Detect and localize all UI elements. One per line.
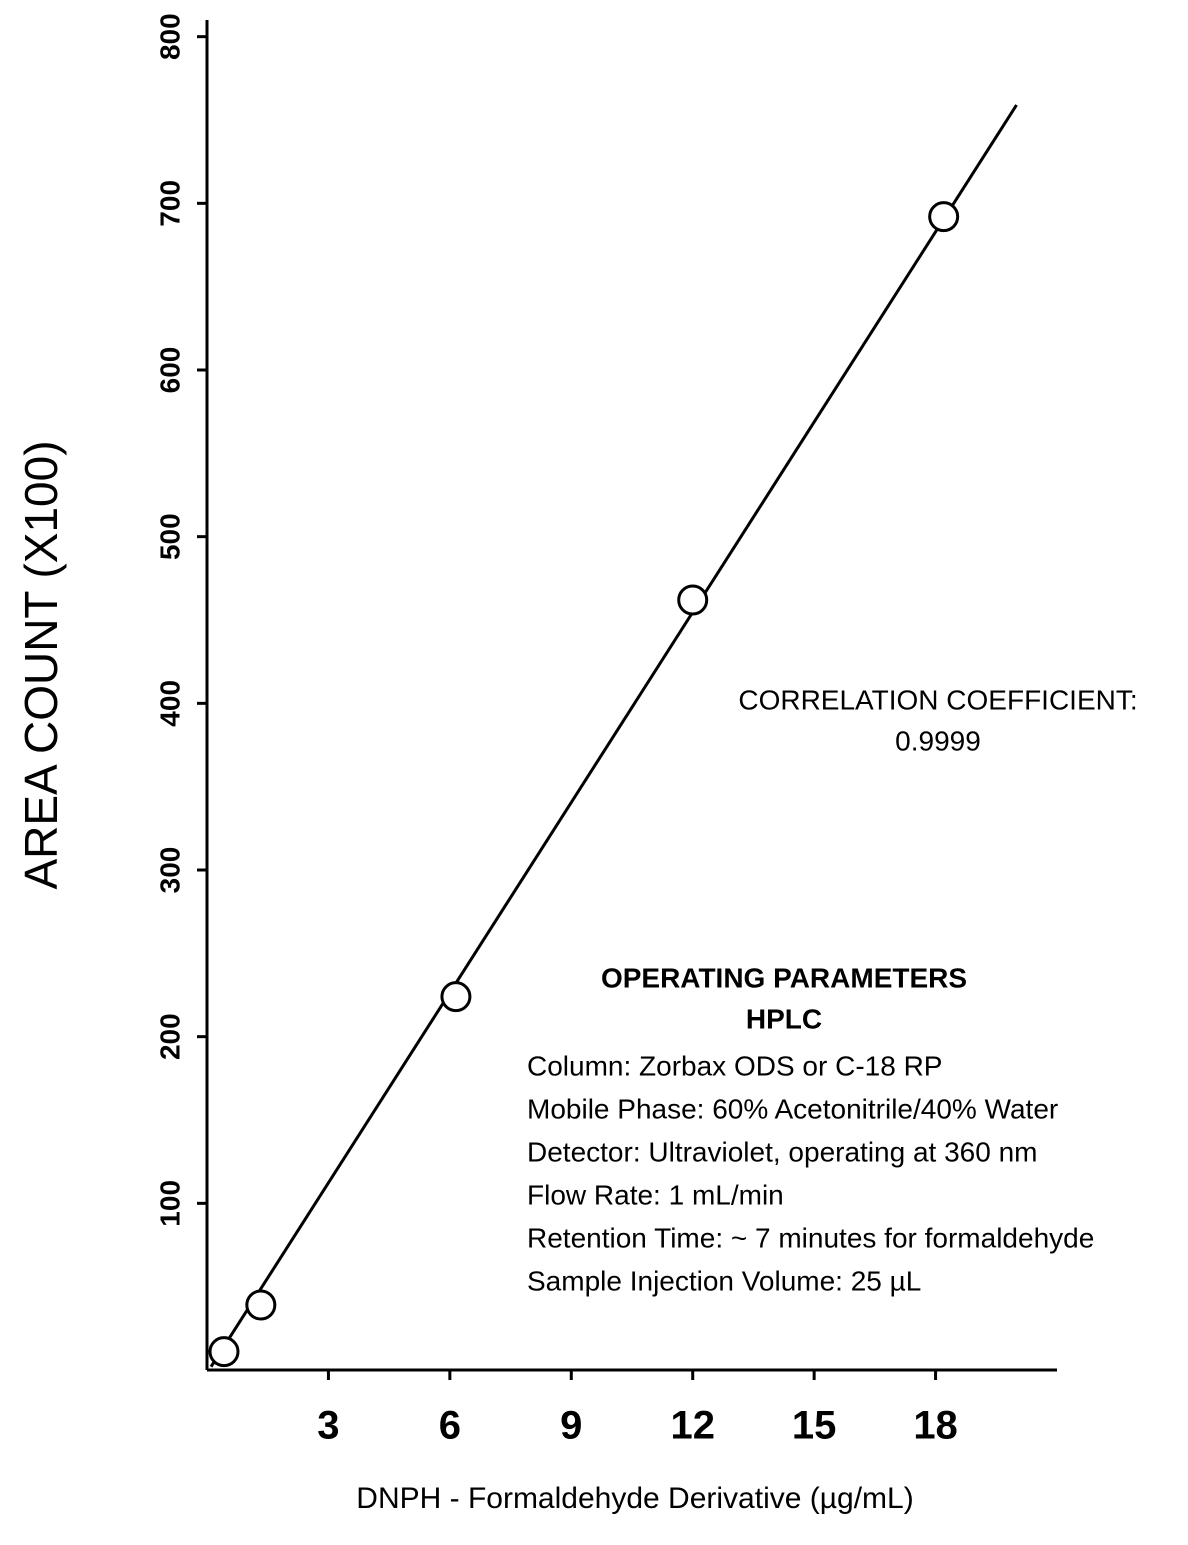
parameter-line: Detector: Ultraviolet, operating at 360 …: [527, 1136, 1037, 1167]
x-tick-label: 12: [670, 1404, 715, 1448]
annotation: CORRELATION COEFFICIENT:: [738, 684, 1137, 715]
parameter-line: Column: Zorbax ODS or C-18 RP: [527, 1050, 942, 1081]
data-point: [928, 201, 960, 233]
x-tick-label: 6: [439, 1404, 461, 1448]
y-tick-label: 800: [154, 13, 185, 60]
data-point: [208, 1336, 240, 1368]
y-tick-label: 500: [154, 513, 185, 560]
data-point: [245, 1289, 277, 1321]
x-tick-label: 15: [792, 1404, 837, 1448]
parameters: Column: Zorbax ODS or C-18 RP Mobile Phas…: [527, 1050, 1094, 1296]
y-tick-label: 300: [154, 847, 185, 894]
parameter-line: Mobile Phase: 60% Acetonitrile/40% Water: [527, 1093, 1058, 1124]
parameter-line: Sample Injection Volume: 25 µL: [527, 1265, 921, 1296]
data-point: [677, 584, 709, 616]
y-tick-label: 400: [154, 680, 185, 727]
parameter-line: Retention Time: ~ 7 minutes for formalde…: [527, 1222, 1094, 1253]
parameter-line: Flow Rate: 1 mL/min: [527, 1179, 784, 1210]
y-tick-label: 100: [154, 1180, 185, 1227]
x-tick-label: 18: [913, 1404, 958, 1448]
fit-line: [209, 104, 1018, 1368]
y-axis-label: AREA COUNT (X100): [15, 440, 67, 889]
y-tick-label: 700: [154, 180, 185, 227]
data-point: [440, 981, 472, 1013]
y-tick-label: 600: [154, 347, 185, 394]
parameters-title: OPERATING PARAMETERS: [601, 962, 967, 993]
x-tick-label: 3: [317, 1404, 339, 1448]
parameters-subtitle: HPLC: [746, 1003, 822, 1034]
annotation: 0.9999: [895, 725, 981, 756]
x-axis-label: DNPH - Formaldehyde Derivative (µg/mL): [356, 1482, 913, 1515]
y-tick-label: 200: [154, 1013, 185, 1060]
x-tick-label: 9: [560, 1404, 582, 1448]
